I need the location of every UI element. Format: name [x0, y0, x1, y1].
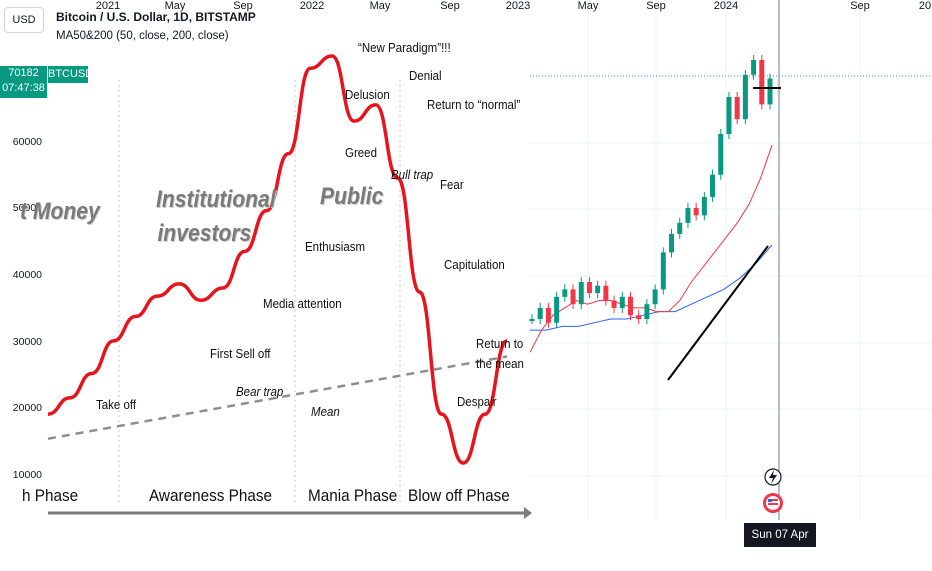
- candle-body: [677, 222, 683, 234]
- candle-body: [611, 300, 617, 308]
- indicator-legend[interactable]: MA50&200 (50, close, 200, close): [56, 30, 229, 42]
- big-phase-label: Institutional investors: [156, 186, 276, 247]
- candle-body: [627, 296, 633, 316]
- candle-body: [652, 289, 658, 305]
- candle-body: [710, 174, 716, 197]
- candle-body: [660, 252, 666, 290]
- flag-icon[interactable]: [763, 493, 783, 513]
- cycle-annotation: Mean: [311, 405, 340, 419]
- x-tick-label: May: [164, 0, 186, 12]
- symbol-title: Bitcoin / U.S. Dollar, 1D, BITSTAMP: [56, 10, 256, 24]
- cycle-annotation: Greed: [345, 146, 377, 160]
- cycle-annotation: Enthusiasm: [305, 240, 366, 254]
- cycle-annotation: Fear: [440, 178, 464, 192]
- cycle-overlay-bg: [0, 0, 530, 520]
- candle-body: [759, 60, 765, 105]
- candle-body: [529, 319, 535, 321]
- currency-selector[interactable]: USD: [4, 7, 44, 33]
- candle-body: [718, 134, 724, 175]
- cycle-annotation: Bear trap: [236, 385, 284, 399]
- phase-label: h Phase: [22, 486, 79, 505]
- candle-body: [586, 282, 592, 294]
- trendline[interactable]: [667, 245, 769, 381]
- bar-countdown: 07:47:38: [2, 82, 45, 94]
- x-tick-label: 2024: [713, 0, 739, 12]
- cycle-annotation: Return to “normal”: [427, 98, 521, 112]
- y-tick-label: 60000: [12, 136, 42, 148]
- overlay-phase-dividers: [118, 80, 401, 505]
- candle-body: [701, 196, 707, 216]
- last-price-badge: 70182 07:47:38: [0, 66, 47, 98]
- x-tick-label: May: [577, 0, 599, 12]
- candle-body: [644, 304, 650, 319]
- cycle-annotation: Media attention: [263, 297, 342, 311]
- candle-body: [562, 289, 568, 297]
- overlay-series-group: [47, 54, 508, 465]
- cycle-annotation: Take off: [96, 398, 137, 412]
- y-tick-label: 10000: [12, 469, 42, 481]
- candle-body: [578, 282, 584, 305]
- x-tick-label: Sep: [850, 0, 870, 12]
- candle-body: [734, 97, 740, 120]
- x-tick-label: May: [369, 0, 391, 12]
- cycle-annotation: Capitulation: [444, 258, 505, 272]
- candle-body: [570, 289, 576, 305]
- candle-body: [669, 233, 675, 253]
- cycle-annotation: Delusion: [345, 88, 390, 102]
- x-tick-label: Sep: [233, 0, 253, 12]
- candle-body: [554, 296, 560, 323]
- mean-dashed-line: [47, 355, 508, 440]
- candle-body: [537, 307, 543, 319]
- crosshair-date-label: Sun 07 Apr '24: [744, 523, 816, 565]
- candle-body: [595, 285, 601, 294]
- candle-body: [767, 78, 773, 105]
- cycle-annotation: Return to the mean: [476, 337, 524, 371]
- x-tick-label: 2023: [505, 0, 531, 12]
- y-tick-label: 40000: [12, 269, 42, 281]
- y-tick-label: 20000: [12, 402, 42, 414]
- y-tick-label: 50000: [12, 202, 42, 214]
- candle-body: [742, 74, 748, 120]
- phase-label: Awareness Phase: [149, 486, 273, 505]
- cycle-annotation: Bull trap: [391, 168, 434, 182]
- price-chart-series-group: [529, 55, 773, 353]
- big-phase-label: Public: [320, 183, 384, 210]
- candle-body: [636, 315, 642, 319]
- x-tick-label: Sep: [646, 0, 666, 12]
- candle-body: [726, 97, 732, 134]
- candle-body: [751, 60, 757, 75]
- cycle-annotation: Denial: [409, 69, 442, 83]
- price-chart-grid: [530, 0, 932, 520]
- ma200-line: [530, 244, 773, 331]
- cycle-annotation: Despair: [457, 395, 497, 409]
- x-tick-label: Sep: [440, 0, 460, 12]
- candle-body: [619, 296, 625, 308]
- symbol-badge: BTCUSD: [48, 66, 93, 83]
- x-tick-label: 2021: [95, 0, 121, 12]
- big-phase-label: t Money: [20, 198, 100, 225]
- lightning-icon[interactable]: [764, 468, 782, 486]
- phase-label: Blow off Phase: [408, 486, 510, 505]
- cycle-annotation: First Sell off: [210, 347, 271, 361]
- candle-body: [685, 208, 691, 223]
- candle-body: [545, 307, 551, 323]
- ma50-line: [529, 144, 773, 353]
- cycle-curve-line: [47, 54, 508, 465]
- cycle-annotation: “New Paradigm”!!!: [358, 41, 451, 55]
- x-tick-label: 2022: [299, 0, 325, 12]
- candle-body: [603, 285, 609, 301]
- chart-canvas[interactable]: [0, 0, 932, 550]
- phase-label: Mania Phase: [308, 486, 398, 505]
- candle-body: [693, 208, 699, 216]
- y-tick-label: 30000: [12, 336, 42, 348]
- last-price: 70182: [8, 67, 39, 79]
- phase-axis-arrow: [524, 507, 532, 519]
- x-tick-label: 20: [918, 0, 932, 12]
